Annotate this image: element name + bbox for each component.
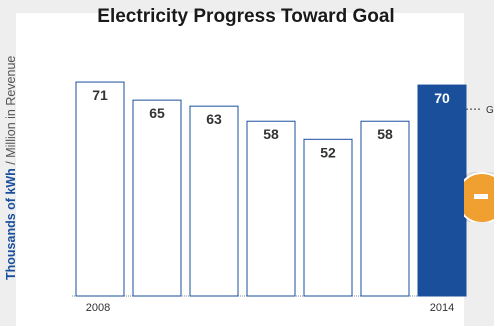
chart-title: Electricity Progress Toward Goal	[97, 6, 395, 27]
side-badge[interactable]	[464, 172, 494, 222]
minus-icon	[474, 194, 488, 199]
bar-value-label-5: 52	[320, 144, 336, 160]
goal-label: Goal	[486, 105, 494, 116]
bar-value-label-1: 71	[92, 87, 108, 103]
bar-2	[132, 99, 182, 297]
bar-value-label-3: 63	[206, 111, 222, 127]
bar-6	[360, 120, 410, 297]
bar-value-label-6: 58	[377, 126, 393, 142]
bar-1	[75, 81, 125, 297]
x-tick-label-last: 2014	[430, 302, 454, 314]
bar-value-label-4: 58	[263, 126, 279, 142]
bar-7	[417, 84, 467, 297]
bar-3	[189, 105, 239, 297]
bar-value-label-7: 70	[434, 90, 450, 106]
bar-4	[246, 120, 296, 297]
bar-value-label-2: 65	[149, 105, 165, 121]
bar-5	[303, 138, 353, 297]
x-tick-label-first: 2008	[86, 302, 110, 314]
